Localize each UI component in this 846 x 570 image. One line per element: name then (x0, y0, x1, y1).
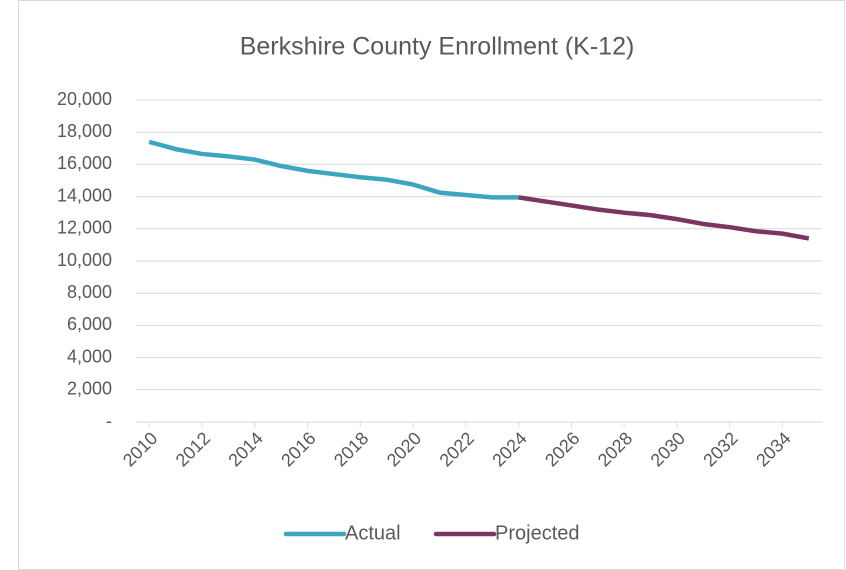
series-line (518, 195, 810, 241)
y-tick-label: 20,000 (57, 89, 112, 109)
series-line (148, 139, 519, 200)
legend-label: Actual (345, 522, 401, 544)
y-tick-label: 2,000 (67, 379, 112, 399)
y-tick-label: 4,000 (67, 346, 112, 366)
y-tick-label: - (106, 411, 112, 431)
chart-title: Berkshire County Enrollment (K-12) (240, 33, 635, 61)
y-tick-label: 6,000 (67, 314, 112, 334)
y-tick-label: 8,000 (67, 282, 112, 302)
y-tick-label: 16,000 (57, 153, 112, 173)
chart-frame (18, 0, 845, 570)
y-tick-label: 10,000 (57, 250, 112, 270)
legend-label: Projected (495, 522, 580, 544)
y-tick-label: 14,000 (57, 185, 112, 205)
y-tick-label: 18,000 (57, 121, 112, 141)
y-tick-label: 12,000 (57, 218, 112, 238)
